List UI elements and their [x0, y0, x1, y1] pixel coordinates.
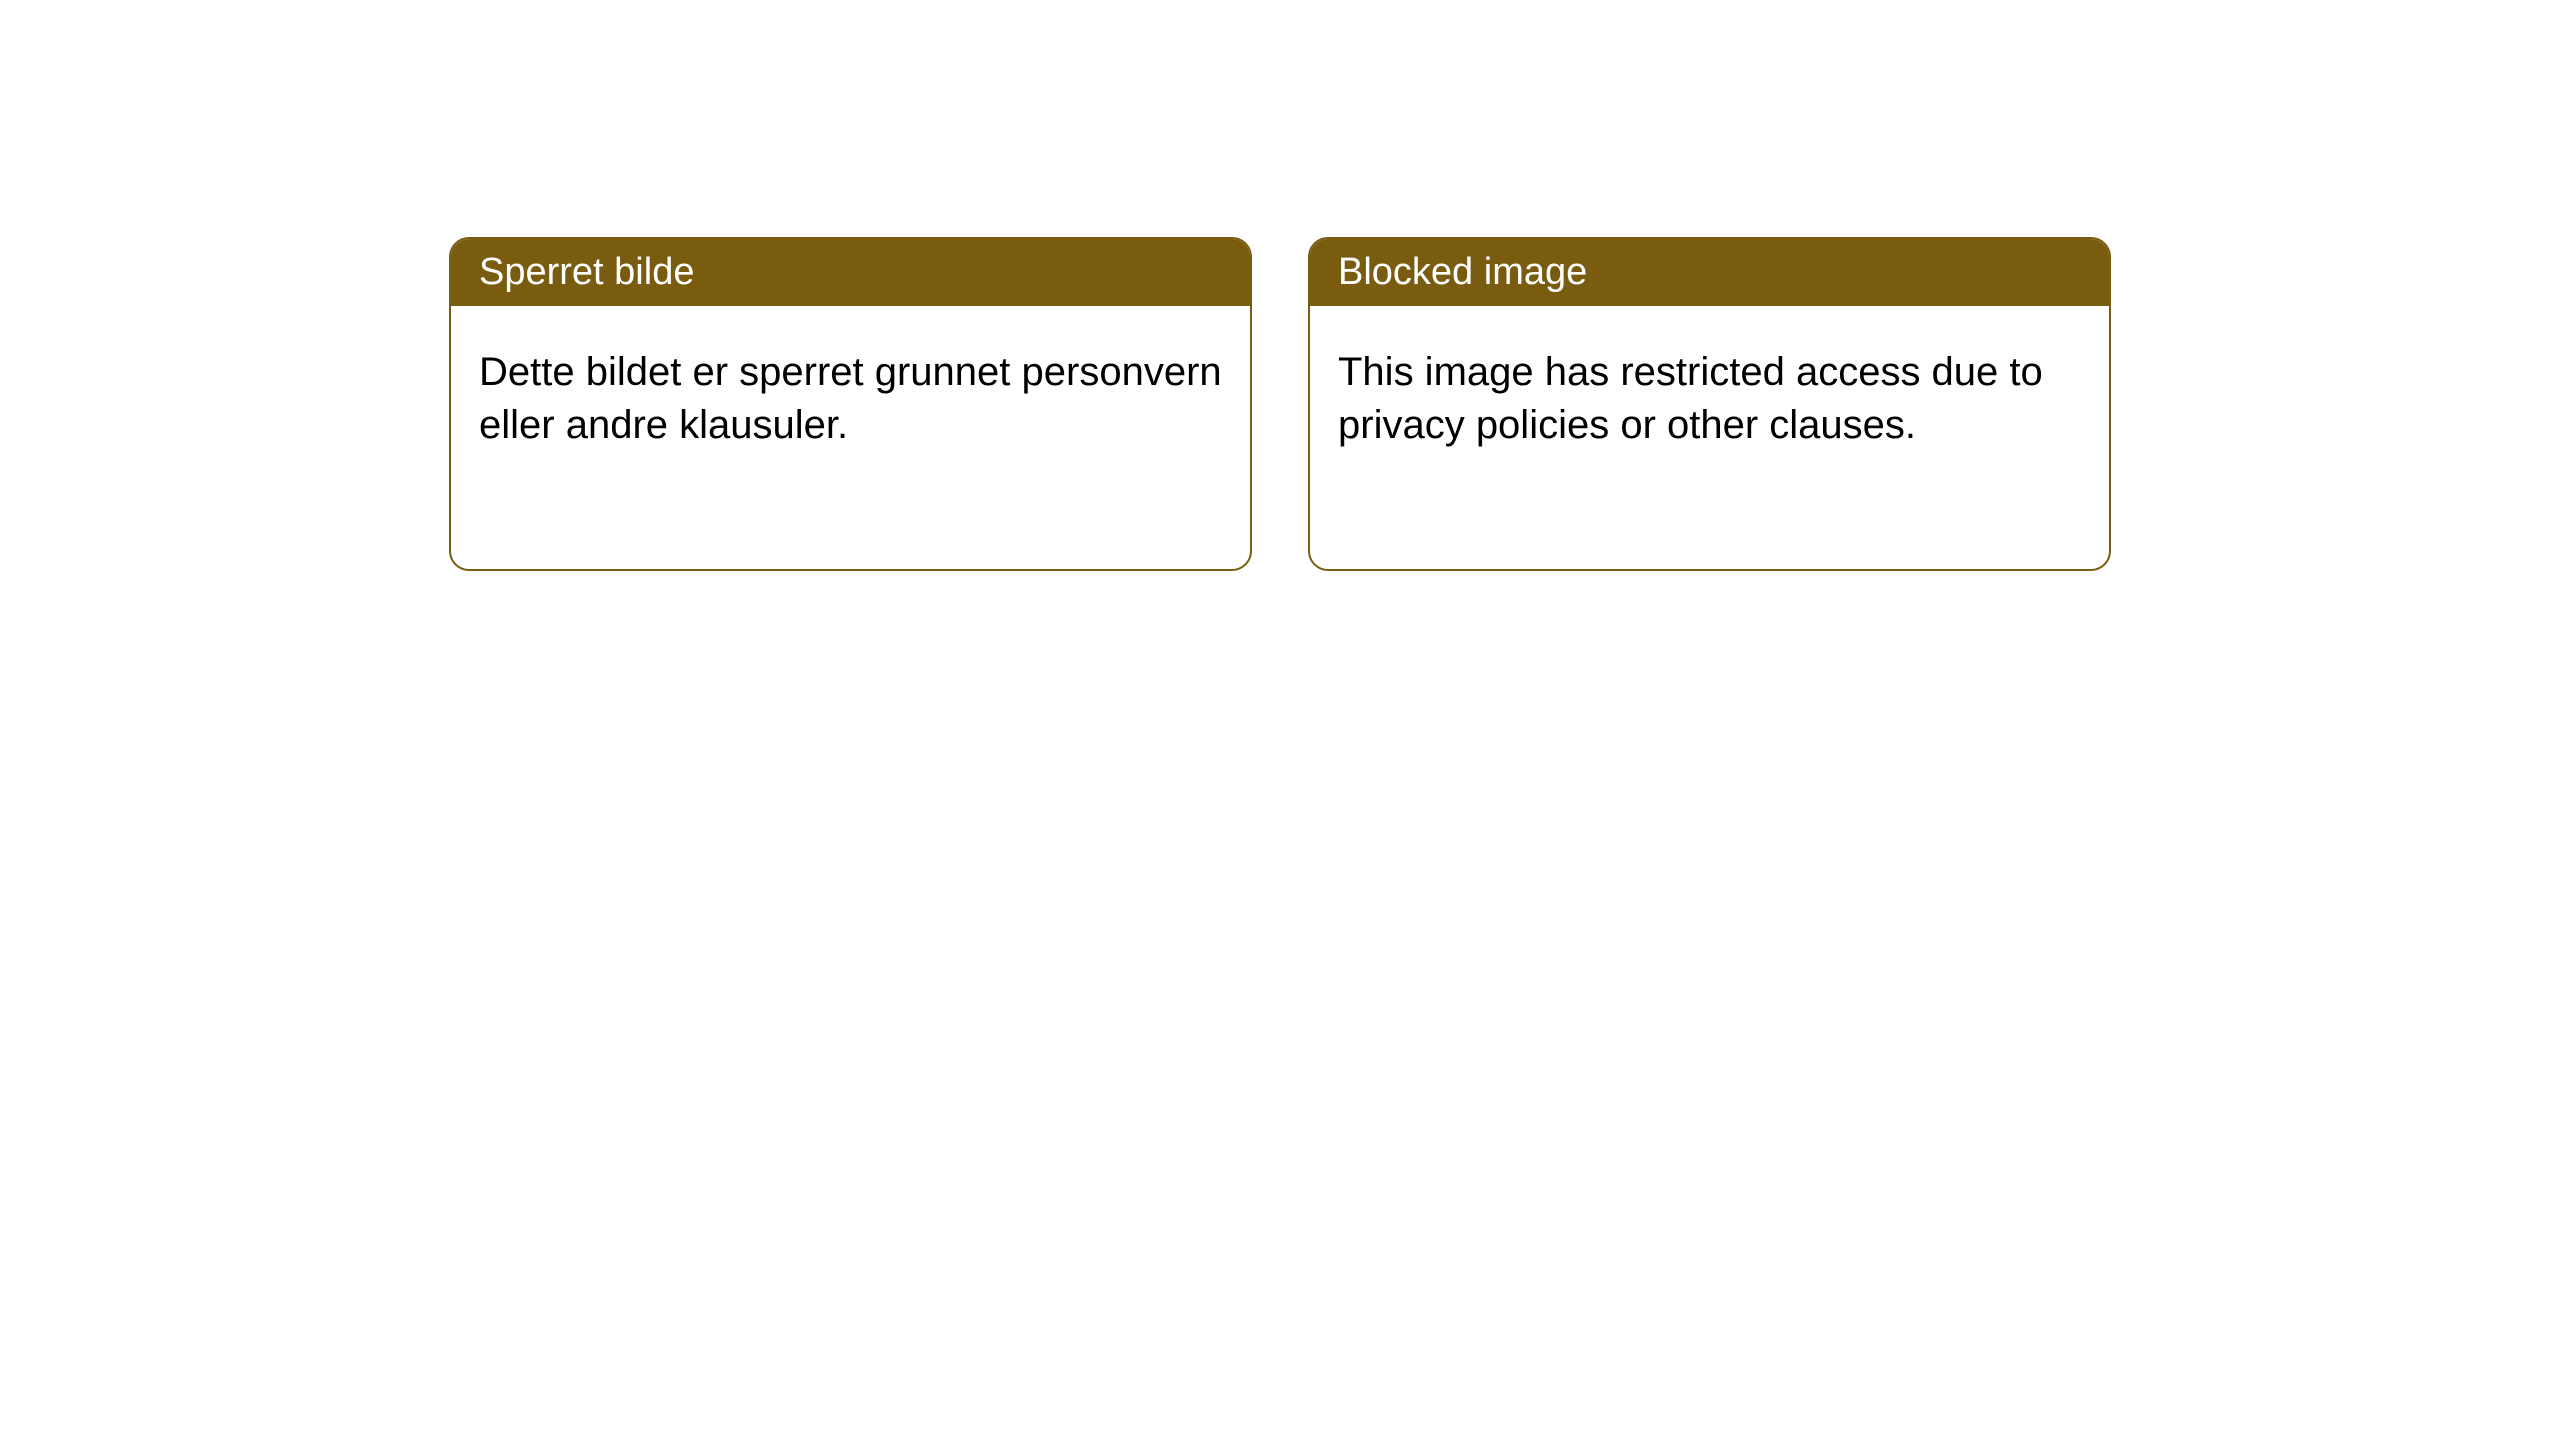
- notice-container: Sperret bilde Dette bildet er sperret gr…: [449, 237, 2111, 571]
- notice-title-norwegian: Sperret bilde: [451, 239, 1250, 306]
- notice-body-norwegian: Dette bildet er sperret grunnet personve…: [451, 306, 1250, 492]
- notice-card-norwegian: Sperret bilde Dette bildet er sperret gr…: [449, 237, 1252, 571]
- notice-title-english: Blocked image: [1310, 239, 2109, 306]
- notice-card-english: Blocked image This image has restricted …: [1308, 237, 2111, 571]
- notice-body-english: This image has restricted access due to …: [1310, 306, 2109, 492]
